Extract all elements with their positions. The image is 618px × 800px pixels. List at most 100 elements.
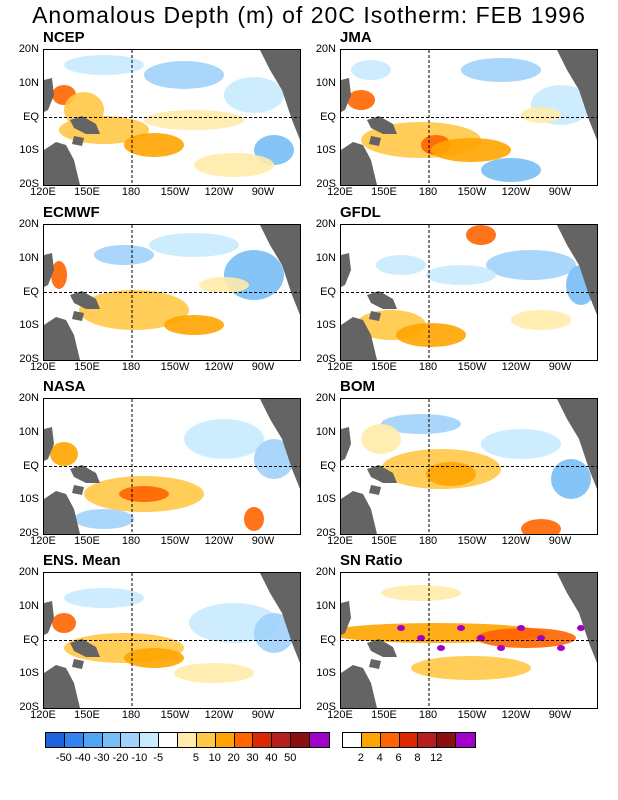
map-gfdl — [340, 224, 598, 361]
lon-tick-label: 150W — [457, 709, 487, 721]
colorbar-swatch — [121, 733, 141, 747]
lat-tick-label: EQ — [23, 633, 39, 646]
lon-tick-label: 180 — [418, 709, 438, 721]
panel-label-sn: SN Ratio — [340, 552, 403, 569]
colorbar-swatch — [272, 733, 292, 747]
colorbar-swatch — [196, 733, 216, 747]
lon-tick-label: 90W — [251, 361, 275, 373]
map-ens — [43, 572, 301, 709]
panel-label-nasa: NASA — [43, 378, 86, 395]
map-bom — [340, 398, 598, 535]
lon-tick-label: 150E — [74, 709, 100, 721]
map-jma — [340, 49, 598, 186]
colorbar-tick-label: -5 — [153, 752, 164, 764]
lat-tick-label: 20S — [316, 701, 336, 713]
panel-ens: ENS. Mean 20N 10N EQ 10S 20S 120E 150E 180 150W 12… — [19, 552, 331, 742]
colorbar-swatch — [253, 733, 273, 747]
colorbar-tick-label: 8 — [414, 752, 421, 764]
lat-tick-label: 10N — [18, 425, 39, 438]
lon-tick-label: 150W — [160, 535, 190, 547]
lat-tick-label: 20S — [316, 527, 336, 539]
lon-tick-label: 120E — [327, 709, 353, 721]
lon-tick-label: 150E — [74, 186, 100, 198]
lon-tick-label: 150E — [371, 535, 397, 547]
panel-label-ens: ENS. Mean — [43, 552, 121, 569]
lon-tick-label: 90W — [548, 709, 572, 721]
colorbar-swatch — [380, 733, 400, 747]
lat-tick-label: EQ — [320, 633, 336, 646]
lon-tick-label: 150E — [371, 186, 397, 198]
colorbar-tick-label: -30 — [93, 752, 110, 764]
lon-tick-label: 120W — [501, 535, 531, 547]
colorbar-tick-label: 6 — [395, 752, 402, 764]
lat-tick-label: 10S — [316, 493, 336, 506]
colorbar-tick-label: 5 — [192, 752, 199, 764]
lat-tick-label: EQ — [23, 459, 39, 472]
figure-title: Anomalous Depth (m) of 20C Isotherm: FEB… — [32, 2, 586, 28]
colorbar-swatch — [437, 733, 457, 747]
panel-label-bom: BOM — [340, 378, 375, 395]
anomaly-colorbar — [45, 732, 330, 748]
lon-tick-label: 90W — [548, 361, 572, 373]
panel-bom: BOM 20N 10N EQ 10S 20S 120E 150E 180 150W 120W 90W — [316, 378, 618, 568]
lat-tick-label: 10N — [18, 251, 39, 264]
panel-label-ncep: NCEP — [43, 29, 85, 46]
lon-tick-label: 150W — [457, 535, 487, 547]
lat-tick-label: 20N — [18, 392, 39, 404]
lon-tick-label: 120E — [30, 535, 56, 547]
lat-tick-label: 20N — [315, 392, 336, 404]
colorbar-swatch — [102, 733, 122, 747]
colorbar-swatch — [64, 733, 84, 747]
lon-tick-label: 120E — [327, 361, 353, 373]
lon-tick-label: 150W — [457, 186, 487, 198]
lat-tick-label: 20N — [18, 218, 39, 230]
panel-jma: JMA 20N 10N EQ 10S 20S 120E 150E 180 150W 120W 90W — [316, 29, 618, 219]
lat-tick-label: EQ — [23, 110, 39, 123]
panel-label-ecmwf: ECMWF — [43, 204, 100, 221]
lat-tick-label: 10S — [316, 319, 336, 332]
lon-tick-label: 120W — [501, 186, 531, 198]
panel-gfdl: GFDL 20N 10N EQ 10S 20S 120E 150E 180 150W 120W 90W — [316, 204, 618, 394]
lon-tick-label: 180 — [121, 535, 141, 547]
colorbar-swatch — [399, 733, 419, 747]
lat-tick-label: 10S — [19, 667, 39, 680]
panel-label-jma: JMA — [340, 29, 372, 46]
panel-label-gfdl: GFDL — [340, 204, 381, 221]
lon-tick-label: 150W — [457, 361, 487, 373]
colorbar-tick-label: -40 — [74, 752, 91, 764]
lon-tick-label: 120W — [501, 361, 531, 373]
lon-tick-label: 90W — [548, 535, 572, 547]
lat-tick-label: EQ — [320, 285, 336, 298]
lat-tick-label: 10N — [18, 76, 39, 89]
colorbar-swatch — [83, 733, 103, 747]
colorbar-swatch — [140, 733, 160, 747]
lon-tick-label: 120E — [30, 709, 56, 721]
colorbar-tick-label: -10 — [131, 752, 148, 764]
lat-tick-label: 20S — [19, 178, 39, 190]
lat-tick-label: 20S — [316, 178, 336, 190]
lat-tick-label: 10N — [315, 76, 336, 89]
lat-tick-label: EQ — [320, 110, 336, 123]
colorbar-swatch — [234, 733, 254, 747]
lat-tick-label: 10S — [316, 144, 336, 157]
colorbar-swatch — [456, 733, 475, 747]
lon-tick-label: 180 — [418, 361, 438, 373]
panel-nasa: NASA 20N 10N EQ 10S 20S 120E 150E 180 150W 120W 90W — [19, 378, 331, 568]
lon-tick-label: 120W — [204, 709, 234, 721]
lat-tick-label: 10S — [19, 493, 39, 506]
lat-tick-label: 10S — [19, 144, 39, 157]
colorbar-tick-label: 4 — [376, 752, 383, 764]
colorbar-swatch — [361, 733, 381, 747]
colorbar-swatch — [291, 733, 311, 747]
lon-tick-label: 150E — [74, 361, 100, 373]
colorbar-tick-label: 20 — [227, 752, 240, 764]
lon-tick-label: 120W — [204, 361, 234, 373]
map-ncep — [43, 49, 301, 186]
colorbar-swatch — [46, 733, 65, 747]
lat-tick-label: 20N — [315, 566, 336, 578]
map-sn — [340, 572, 598, 709]
lat-tick-label: EQ — [23, 285, 39, 298]
lon-tick-label: 180 — [121, 186, 141, 198]
lon-tick-label: 120E — [327, 535, 353, 547]
lon-tick-label: 150W — [160, 361, 190, 373]
